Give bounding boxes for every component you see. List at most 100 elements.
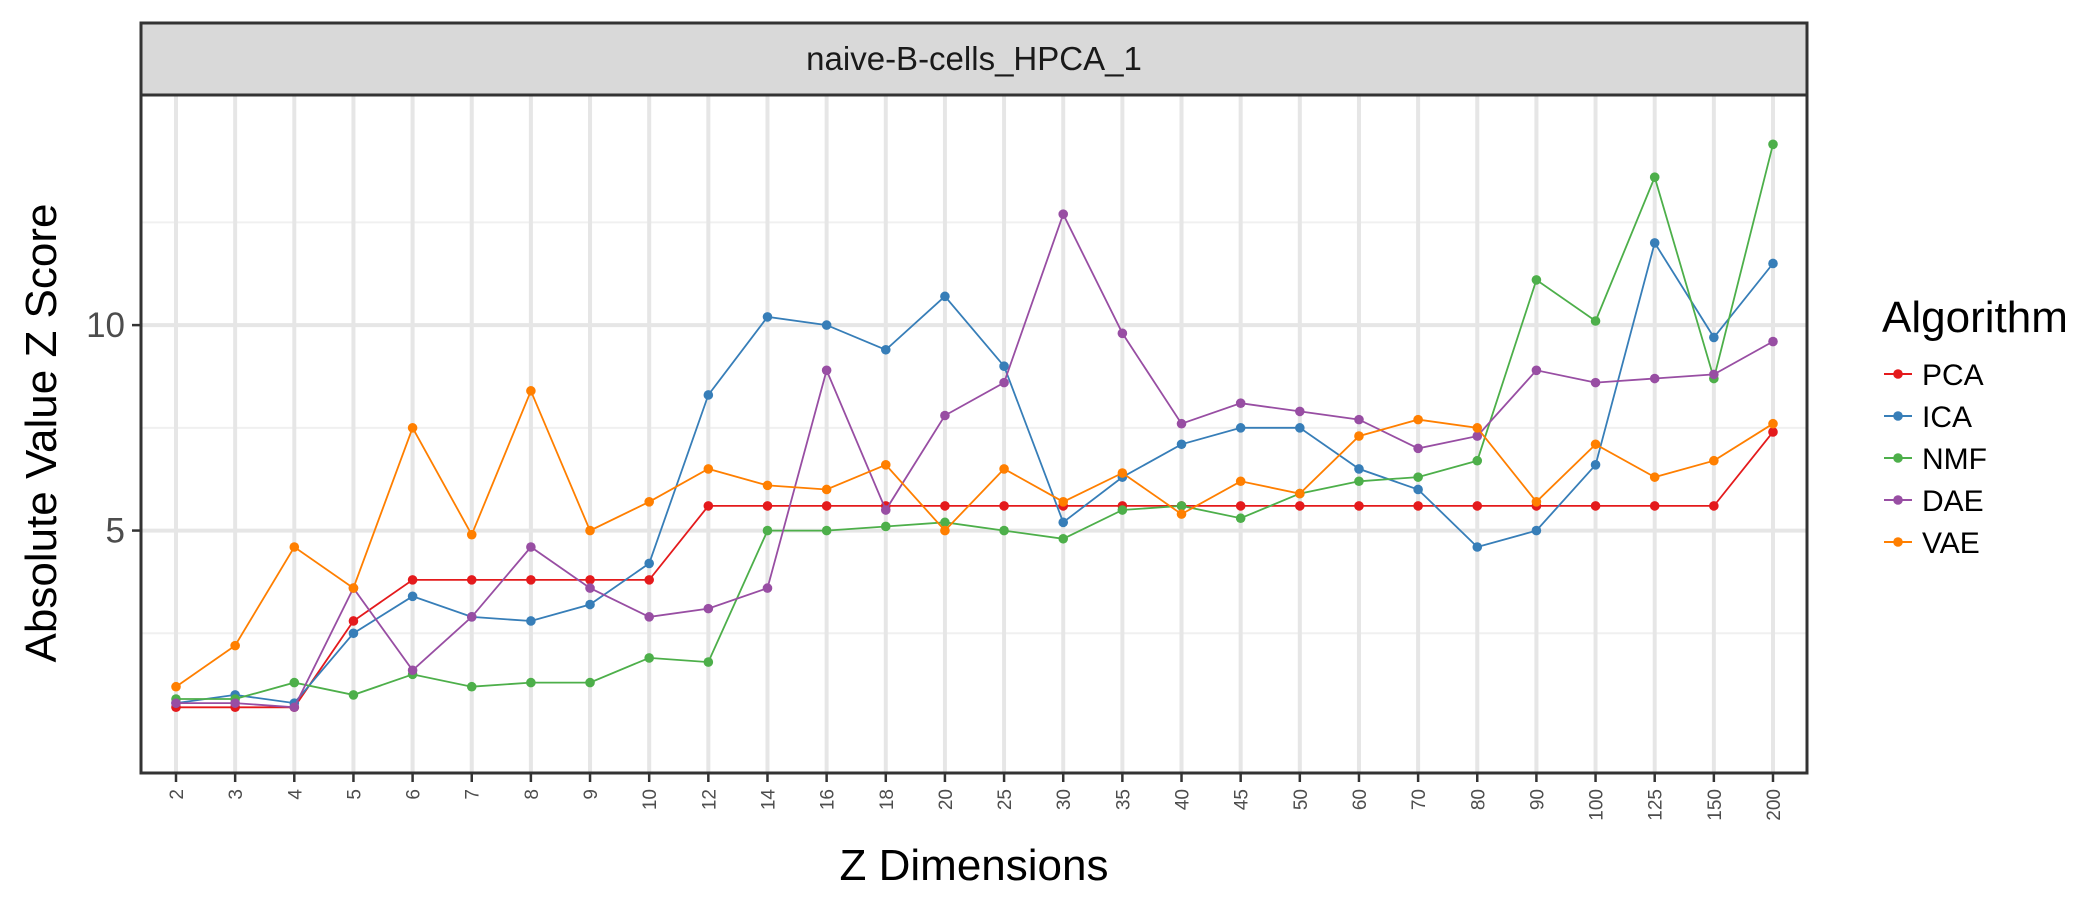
- facet-title: naive-B-cells_HPCA_1: [806, 40, 1142, 77]
- data-point-dae: [1354, 414, 1364, 425]
- x-tick-label: 9: [581, 789, 602, 800]
- data-point-pca: [1590, 501, 1601, 511]
- data-point-pca: [999, 501, 1009, 511]
- x-tick-label: 60: [1350, 789, 1371, 810]
- data-point-nmf: [289, 677, 300, 688]
- data-point-pca: [466, 575, 477, 585]
- data-point-pca: [585, 575, 595, 585]
- data-point-vae: [1235, 476, 1246, 487]
- data-point-vae: [940, 525, 950, 536]
- x-tick-label: 4: [285, 789, 306, 800]
- data-point-nmf: [1354, 476, 1364, 487]
- data-point-dae: [703, 603, 714, 614]
- data-point-vae: [1413, 414, 1423, 425]
- legend: Algorithm PCA ICA NMF DAE VAE: [1882, 293, 2068, 560]
- data-point-vae: [644, 497, 654, 507]
- data-point-nmf: [526, 677, 536, 688]
- data-point-vae: [289, 542, 300, 552]
- legend-label: NMF: [1922, 443, 1987, 476]
- x-axis: 2 3 4 5 6 7 8 9 10 12 14 16 18 20 25 30 35 40 45 50 60 70 80 90…: [167, 773, 1785, 821]
- data-point-vae: [1709, 455, 1719, 466]
- data-point-nmf: [940, 517, 950, 528]
- data-point-vae: [1531, 497, 1542, 507]
- data-point-ica: [1472, 542, 1483, 552]
- series-line-nmf: [176, 144, 1774, 700]
- data-point-nmf: [880, 521, 891, 532]
- data-point-pca: [762, 501, 773, 511]
- data-point-nmf: [1472, 455, 1483, 466]
- data-point-nmf: [1413, 472, 1423, 482]
- data-point-dae: [171, 698, 181, 708]
- data-point-dae: [1768, 336, 1778, 347]
- data-point-dae: [585, 583, 595, 593]
- data-point-dae: [999, 377, 1009, 388]
- data-point-nmf: [1176, 501, 1187, 511]
- data-point-vae: [526, 386, 536, 396]
- x-tick-label: 90: [1527, 789, 1548, 810]
- data-point-nmf: [1590, 316, 1601, 326]
- data-point-dae: [644, 612, 654, 622]
- x-tick-label: 16: [818, 789, 839, 810]
- data-point-nmf: [821, 525, 832, 536]
- data-point-nmf: [644, 653, 654, 663]
- data-point-ica: [940, 291, 950, 302]
- legend-item-ica: ICA: [1884, 401, 1972, 434]
- x-tick-label: 100: [1587, 789, 1608, 821]
- data-point-vae: [1295, 488, 1305, 499]
- x-tick-label: 20: [936, 789, 957, 810]
- data-point-dae: [1117, 328, 1128, 339]
- data-point-pca: [703, 501, 714, 511]
- data-point-nmf: [762, 525, 773, 536]
- series-line-ica: [175, 240, 1774, 705]
- series-vae: [171, 386, 1778, 692]
- data-point-dae: [1709, 369, 1719, 380]
- data-point-pca: [1649, 501, 1660, 511]
- data-point-ica: [1235, 423, 1246, 433]
- data-point-dae: [821, 365, 832, 376]
- grid-major: [141, 95, 1807, 773]
- data-point-pca: [1472, 501, 1483, 511]
- x-tick-label: 2: [167, 789, 188, 800]
- x-tick-label: 40: [1173, 789, 1194, 810]
- x-tick-label: 30: [1054, 789, 1075, 810]
- data-point-dae: [1058, 209, 1069, 219]
- data-point-vae: [585, 525, 595, 536]
- facet-strip: [139, 21, 1809, 97]
- data-point-nmf: [1235, 513, 1246, 524]
- data-point-pca: [407, 575, 418, 585]
- data-point-vae: [762, 480, 773, 491]
- legend-item-vae: VAE: [1884, 527, 1980, 560]
- legend-key-point: [1893, 411, 1903, 421]
- data-point-pca: [821, 501, 832, 511]
- data-point-nmf: [1058, 533, 1069, 544]
- data-point-nmf: [703, 657, 714, 667]
- data-point-pca: [526, 575, 536, 585]
- series-layer: [171, 139, 1778, 713]
- data-point-pca: [1235, 501, 1246, 511]
- data-point-ica: [1354, 464, 1364, 474]
- y-axis: 5 10: [86, 306, 141, 551]
- data-point-vae: [1176, 509, 1187, 519]
- legend-label: PCA: [1922, 359, 1984, 392]
- y-tick-label: 5: [106, 512, 125, 551]
- series-nmf: [171, 139, 1778, 704]
- data-point-pca: [1768, 427, 1778, 437]
- data-point-dae: [1413, 443, 1423, 454]
- data-point-vae: [1354, 431, 1364, 441]
- data-point-dae: [1590, 377, 1601, 388]
- x-tick-label: 12: [699, 789, 720, 810]
- data-point-pca: [348, 616, 359, 626]
- legend-title: Algorithm: [1882, 293, 2068, 342]
- y-tick-label: 10: [86, 306, 125, 345]
- series-dae: [171, 209, 1778, 713]
- data-point-ica: [1058, 517, 1069, 528]
- data-point-ica: [1590, 460, 1601, 470]
- x-tick-label: 50: [1291, 789, 1312, 810]
- data-point-dae: [1235, 398, 1246, 408]
- x-tick-label: 70: [1409, 789, 1430, 810]
- legend-key-point: [1893, 453, 1903, 463]
- data-point-dae: [466, 612, 477, 622]
- data-point-vae: [1117, 468, 1128, 478]
- x-tick-label: 5: [344, 789, 365, 800]
- data-point-dae: [762, 583, 773, 593]
